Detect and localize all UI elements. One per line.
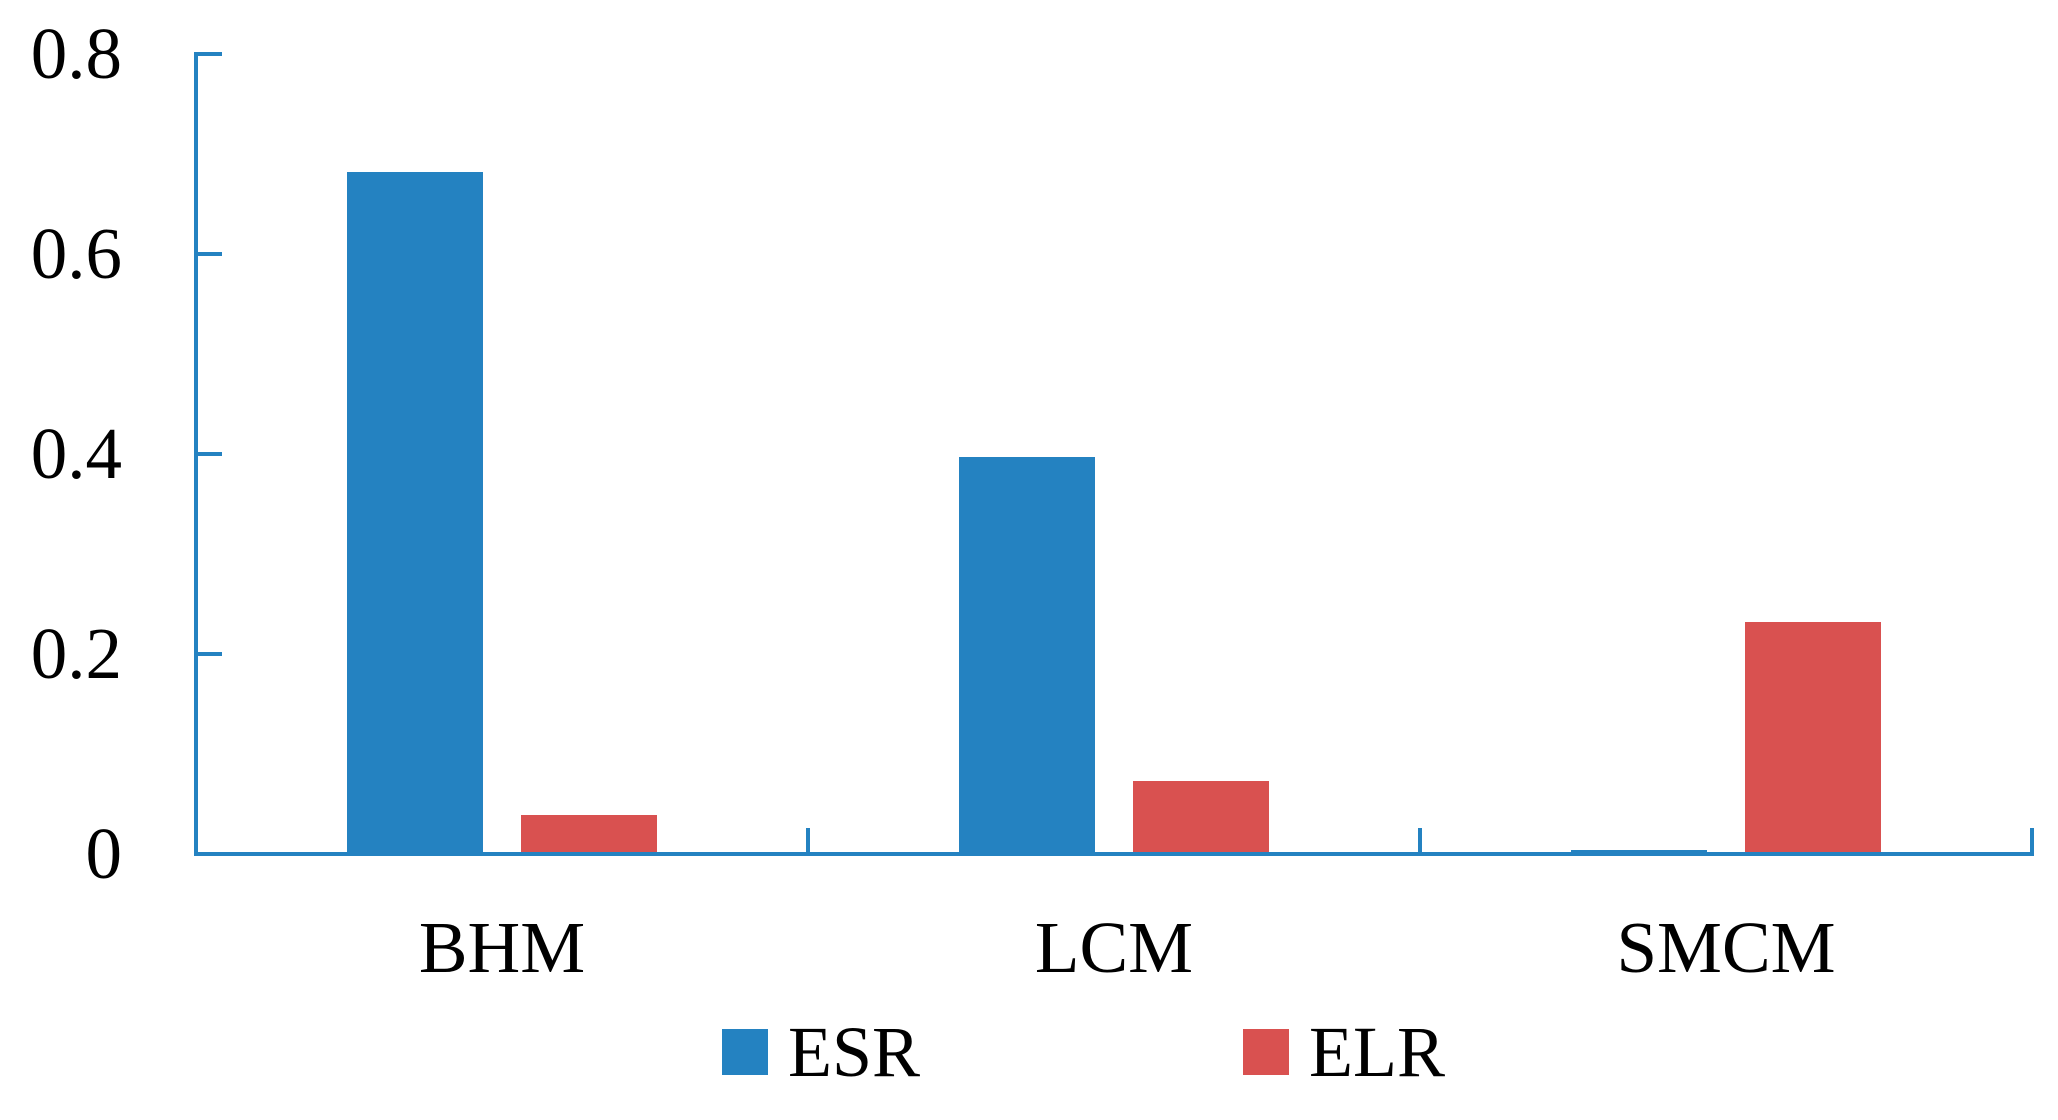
y-tick-label: 0.8 (30, 13, 122, 94)
bar-elr-bhm (521, 815, 657, 854)
x-tick (2030, 828, 2034, 854)
category-label-lcm: LCM (1034, 907, 1194, 988)
y-tick (196, 252, 222, 256)
x-tick (806, 828, 810, 854)
y-tick (196, 452, 222, 456)
y-tick-label: 0.4 (30, 413, 122, 494)
y-tick-label: 0.6 (30, 213, 122, 294)
bar-elr-smcm (1745, 622, 1881, 854)
legend-label-esr: ESR (788, 1012, 921, 1092)
y-tick-label: 0 (85, 813, 123, 894)
legend-item-esr: ESR (722, 1012, 921, 1092)
legend-swatch-esr-icon (722, 1029, 768, 1075)
x-axis-line (194, 852, 2034, 856)
category-label-bhm: BHM (418, 907, 586, 988)
bar-elr-lcm (1133, 781, 1269, 854)
y-tick (196, 52, 222, 56)
legend-label-elr: ELR (1309, 1012, 1445, 1092)
x-tick (1418, 828, 1422, 854)
category-label-smcm: SMCM (1616, 907, 1836, 988)
bar-esr-lcm (959, 457, 1095, 854)
legend-item-elr: ELR (1243, 1012, 1445, 1092)
y-tick-label: 0.2 (30, 613, 122, 694)
legend-swatch-elr-icon (1243, 1029, 1289, 1075)
y-tick (196, 652, 222, 656)
bar-esr-bhm (347, 172, 483, 854)
